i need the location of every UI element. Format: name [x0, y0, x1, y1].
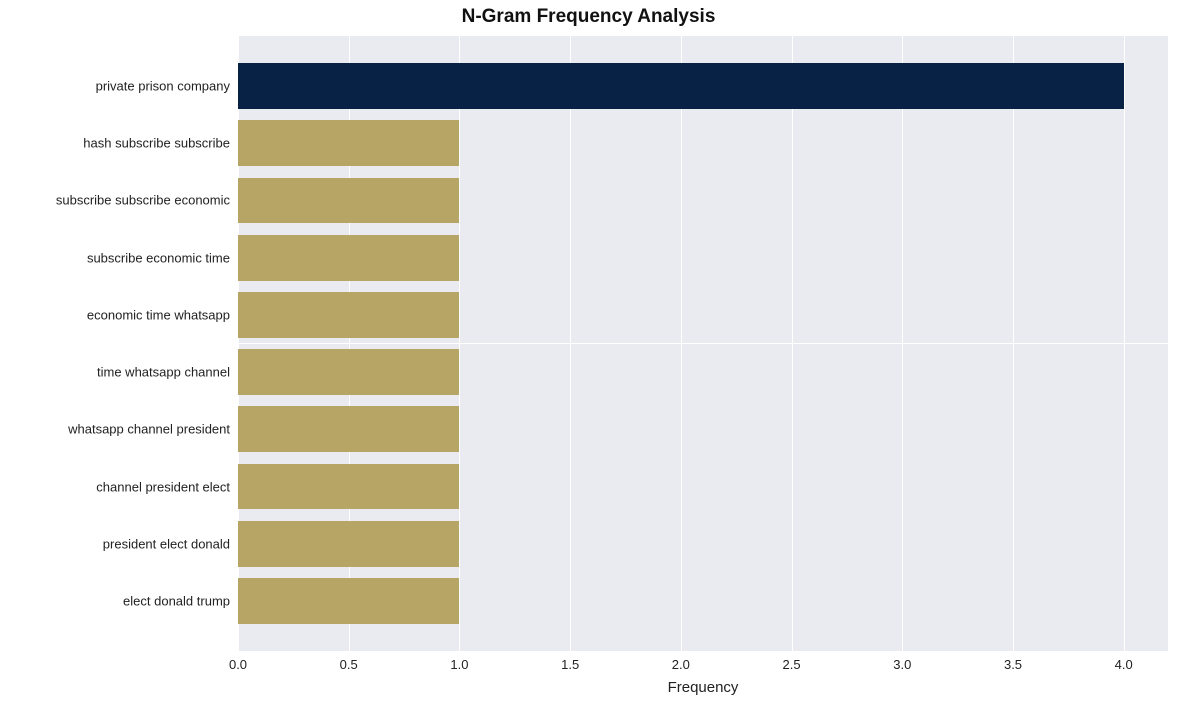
x-tick-label: 4.0	[1115, 657, 1133, 672]
x-gridline	[1124, 36, 1125, 651]
bar	[238, 464, 459, 510]
x-tick-label: 3.0	[893, 657, 911, 672]
y-tick-label: elect donald trump	[123, 593, 238, 608]
row-bg	[238, 36, 1168, 57]
x-tick-label: 3.5	[1004, 657, 1022, 672]
bar	[238, 349, 459, 395]
bar	[238, 521, 459, 567]
y-tick-label: subscribe subscribe economic	[56, 193, 238, 208]
y-tick-label: economic time whatsapp	[87, 307, 238, 322]
bar	[238, 178, 459, 224]
x-tick-label: 1.0	[450, 657, 468, 672]
figure: N-Gram Frequency Analysis Frequency priv…	[0, 0, 1177, 701]
bar	[238, 63, 1124, 109]
x-gridline	[459, 36, 460, 651]
x-tick-label: 0.0	[229, 657, 247, 672]
x-tick-label: 2.0	[672, 657, 690, 672]
x-tick-label: 1.5	[561, 657, 579, 672]
bar	[238, 235, 459, 281]
x-gridline	[681, 36, 682, 651]
plot-area: Frequency private prison companyhash sub…	[238, 36, 1168, 651]
bar	[238, 292, 459, 338]
x-gridline	[1013, 36, 1014, 651]
y-tick-label: whatsapp channel president	[68, 422, 238, 437]
x-tick-label: 2.5	[783, 657, 801, 672]
chart-title: N-Gram Frequency Analysis	[0, 6, 1177, 28]
row-bg	[238, 630, 1168, 651]
x-gridline	[792, 36, 793, 651]
y-tick-label: channel president elect	[96, 479, 238, 494]
y-tick-label: subscribe economic time	[87, 250, 238, 265]
bar	[238, 120, 459, 166]
y-tick-label: time whatsapp channel	[97, 365, 238, 380]
y-tick-label: hash subscribe subscribe	[83, 136, 238, 151]
y-tick-label: private prison company	[96, 79, 238, 94]
y-tick-label: president elect donald	[103, 536, 238, 551]
x-axis-title: Frequency	[238, 679, 1168, 696]
x-gridline	[902, 36, 903, 651]
bar	[238, 406, 459, 452]
x-tick-label: 0.5	[340, 657, 358, 672]
bar	[238, 578, 459, 624]
x-gridline	[570, 36, 571, 651]
